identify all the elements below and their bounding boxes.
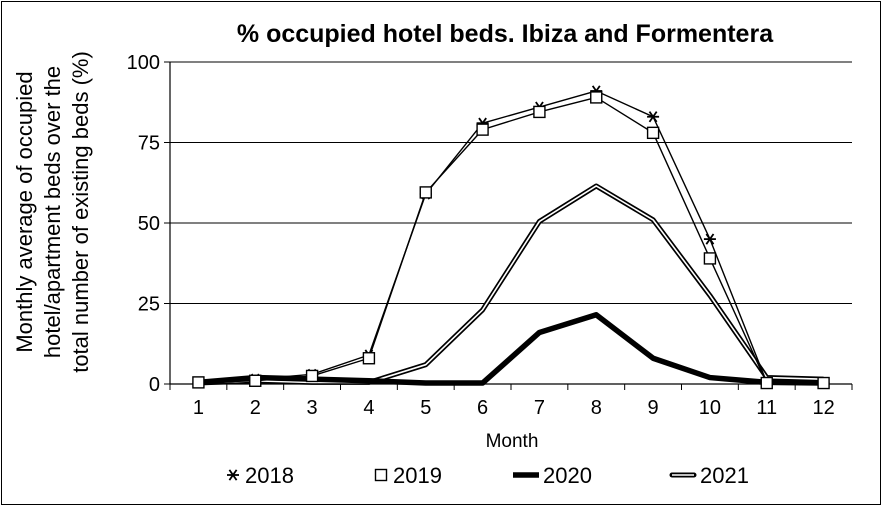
y-tick-label-25: 25 [138,294,160,316]
legend: 2018 2019 2020 2021 [227,463,749,488]
x-tick-label-3: 3 [307,397,318,419]
y-axis-label-line-3: total number of existing beds (%) [68,51,93,373]
series-line-2019 [198,96,824,384]
point-2019-2 [249,374,262,387]
legend-item-2021: 2021 [669,463,749,488]
series-2020 [198,312,824,386]
series-2019 [192,91,830,390]
x-tick-label-11: 11 [756,397,777,419]
y-tick-label-75: 75 [138,133,160,155]
x-tick-label-5: 5 [420,397,431,419]
point-2019-6 [476,123,489,136]
series-line-2021-inner [198,185,824,384]
legend-item-2020: 2020 [513,463,592,488]
legend-label-2019: 2019 [393,463,442,488]
x-tick-label-7: 7 [534,397,545,419]
legend-item-2018: 2018 [227,463,294,488]
y-tick-label-100: 100 [127,52,160,74]
legend-symbol-2018 [227,469,239,481]
series-line-2018 [198,90,824,384]
chart-title: % occupied hotel beds. Ibiza and Forment… [237,20,774,48]
point-2018-10 [703,233,716,245]
series-lines [192,85,830,390]
series-2018 [192,85,830,389]
x-tick-label-2: 2 [250,397,261,419]
point-2019-3 [305,369,319,383]
point-2019-10 [703,252,717,265]
y-axis-label-line-2: hotel/apartment beds over the [40,66,65,358]
x-axis-label: Month [486,431,539,452]
x-tick-label-6: 6 [477,397,488,419]
point-2018-9 [647,111,660,123]
x-tick-label-4: 4 [363,397,374,419]
legend-label-2020: 2020 [543,463,592,488]
legend-item-2019: 2019 [374,463,442,488]
series-line-2020 [198,312,824,386]
legend-symbol-2019 [374,468,388,482]
y-axis-label-line-1: Monthly average of occupied [12,71,37,352]
series-line-2021-outer [198,183,824,386]
y-tick-label-50: 50 [138,213,160,235]
y-tick-labels: 0 25 50 75 100 [127,52,160,396]
legend-label-2018: 2018 [245,463,294,488]
x-tick-label-1: 1 [193,397,204,419]
x-tick-label-8: 8 [591,397,602,419]
point-2019-7 [533,105,546,119]
gridlines [170,61,852,304]
point-2019-8 [590,91,603,104]
point-2019-1 [192,376,205,389]
x-tick-label-12: 12 [812,397,834,419]
point-2019-12 [817,376,830,390]
legend-label-2021: 2021 [700,463,749,488]
series-2021 [198,183,824,386]
axes [164,61,853,390]
point-2019-4 [362,352,376,365]
point-2019-5 [419,186,432,199]
x-tick-label-9: 9 [648,397,659,419]
point-2019-9 [646,126,660,140]
x-tick-labels: 1 2 3 4 5 6 7 8 9 10 11 12 [193,397,835,419]
point-2019-11 [760,376,773,390]
x-tick-label-10: 10 [699,397,721,419]
y-tick-label-0: 0 [149,374,160,396]
